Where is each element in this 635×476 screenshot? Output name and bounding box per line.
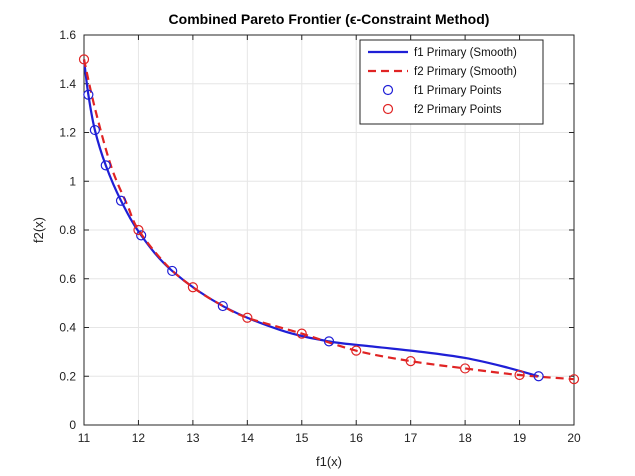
x-tick-label: 12: [132, 431, 146, 445]
y-tick-label: 1.4: [59, 77, 76, 91]
y-tick-label: 0.4: [59, 321, 76, 335]
series-4-point: [405, 356, 416, 367]
series-3-point: [100, 160, 111, 171]
legend-box: [359, 39, 544, 125]
y-tick-label: 0.2: [59, 369, 76, 383]
series-3-point: [136, 230, 147, 241]
plot-area: [78, 54, 580, 385]
legend-marker: [382, 84, 394, 96]
y-tick-label: 0.8: [59, 223, 76, 237]
legend: f1 Primary (Smooth) f2 Primary (Smooth) f1…: [359, 39, 544, 125]
series-4-point: [78, 54, 90, 65]
x-tick-label: 13: [186, 431, 200, 445]
series-4-point: [514, 369, 525, 381]
legend-label: f2 Primary (Smooth): [414, 66, 517, 78]
x-tick-label: 11: [78, 431, 91, 445]
y-axis-label: f2(x): [31, 217, 46, 243]
x-axis-label: f1(x): [316, 454, 342, 469]
x-tick-label: 18: [458, 431, 472, 445]
series-4-point: [568, 374, 580, 385]
series-3-point: [83, 89, 94, 100]
series-4-point: [242, 312, 253, 323]
y-tick-label: 1.2: [59, 126, 76, 140]
y-tick-label: 1.6: [59, 28, 76, 42]
series-3-point: [89, 124, 100, 136]
x-tick-label: 16: [350, 431, 364, 445]
legend-marker: [382, 103, 394, 115]
series-4-point: [296, 328, 307, 339]
x-tick-label: 19: [513, 431, 527, 445]
series-4-point: [460, 363, 471, 374]
y-tick-label: 1: [69, 174, 76, 188]
chart-title: Combined Pareto Frontier (ϵ-Constraint M…: [169, 11, 490, 27]
series-line-1: [82, 59, 539, 378]
x-tick-label: 20: [567, 431, 581, 445]
x-tick-label: 14: [241, 431, 255, 445]
series-3-point: [217, 300, 228, 312]
series-3-point: [533, 371, 544, 382]
series-4-point: [133, 224, 144, 236]
series-4-point: [187, 282, 198, 293]
series-3-point: [115, 195, 127, 206]
x-tick-label: 15: [295, 431, 309, 445]
legend-label: f1 Primary Points: [414, 85, 502, 97]
axis-ticks: 11 12 13 14 15 16 17 18 19 20 0 0.2 0.4 0.6 0.8 1 1.2 1.4…: [59, 28, 581, 445]
legend-label: f1 Primary (Smooth): [414, 47, 517, 59]
series-3-point: [323, 336, 335, 347]
x-tick-label: 17: [404, 431, 418, 445]
series-4-point: [351, 345, 362, 356]
y-tick-label: 0.6: [59, 272, 76, 286]
legend-label: f2 Primary Points: [414, 104, 502, 116]
series-3-point: [167, 265, 178, 277]
series-line-2: [82, 59, 575, 381]
y-tick-label: 0: [69, 418, 76, 432]
